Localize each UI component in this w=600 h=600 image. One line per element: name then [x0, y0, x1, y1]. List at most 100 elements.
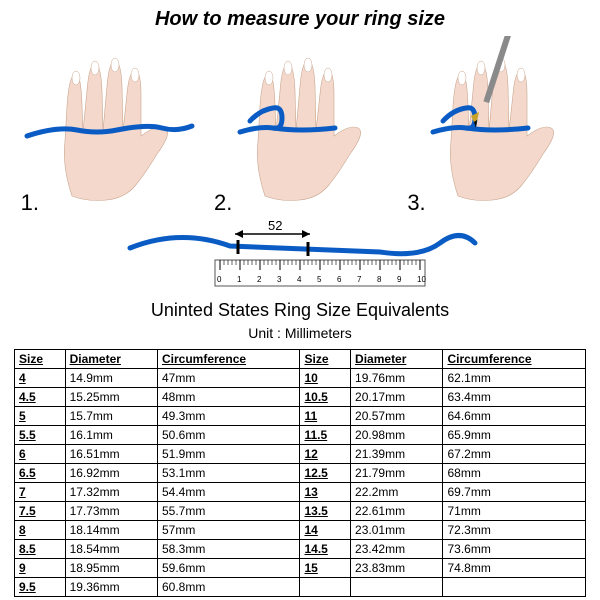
table-header: Size	[15, 350, 66, 369]
svg-text:6: 6	[337, 275, 342, 284]
table-cell: 17.73mm	[65, 502, 157, 521]
table-cell: 55.7mm	[158, 502, 300, 521]
step-number-2: 2.	[214, 190, 232, 216]
table-header: Circumference	[158, 350, 300, 369]
table-cell: 6.5	[15, 464, 66, 483]
page-title: How to measure your ring size	[0, 0, 600, 31]
ruler-section: 52 0 1 2 3 4 5 6 7 8 9 10	[0, 218, 600, 296]
table-cell: 23.83mm	[351, 559, 443, 578]
svg-text:9: 9	[397, 275, 402, 284]
svg-text:8: 8	[377, 275, 382, 284]
subtitle: Uninted States Ring Size Equivalents	[0, 300, 600, 321]
table-cell: 16.1mm	[65, 426, 157, 445]
table-cell: 69.7mm	[443, 483, 586, 502]
table-cell: 63.4mm	[443, 388, 586, 407]
table-cell: 18.14mm	[65, 521, 157, 540]
table-row: 9.519.36mm60.8mm	[15, 578, 586, 597]
table-cell: 67.2mm	[443, 445, 586, 464]
table-cell	[351, 578, 443, 597]
table-cell: 9.5	[15, 578, 66, 597]
table-cell: 20.17mm	[351, 388, 443, 407]
table-cell: 4.5	[15, 388, 66, 407]
table-cell: 12	[300, 445, 351, 464]
table-cell	[300, 578, 351, 597]
table-cell: 23.01mm	[351, 521, 443, 540]
table-header: Diameter	[65, 350, 157, 369]
table-cell: 23.42mm	[351, 540, 443, 559]
table-cell: 8	[15, 521, 66, 540]
table-cell: 60.8mm	[158, 578, 300, 597]
table-cell: 7.5	[15, 502, 66, 521]
table-cell: 73.6mm	[443, 540, 586, 559]
table-cell: 48mm	[158, 388, 300, 407]
table-cell: 53.1mm	[158, 464, 300, 483]
table-cell: 21.39mm	[351, 445, 443, 464]
svg-text:3: 3	[277, 275, 282, 284]
table-cell: 64.6mm	[443, 407, 586, 426]
measurement-label: 52	[268, 218, 282, 233]
svg-text:0: 0	[217, 275, 222, 284]
table-cell: 65.9mm	[443, 426, 586, 445]
table-row: 818.14mm57mm1423.01mm72.3mm	[15, 521, 586, 540]
table-cell: 13.5	[300, 502, 351, 521]
svg-text:1: 1	[237, 275, 242, 284]
table-row: 616.51mm51.9mm1221.39mm67.2mm	[15, 445, 586, 464]
table-cell: 15.25mm	[65, 388, 157, 407]
svg-text:4: 4	[297, 275, 302, 284]
table-cell: 19.76mm	[351, 369, 443, 388]
hand-icon	[403, 36, 583, 216]
table-row: 717.32mm54.4mm1322.2mm69.7mm	[15, 483, 586, 502]
table-cell: 21.79mm	[351, 464, 443, 483]
table-cell: 18.54mm	[65, 540, 157, 559]
table-cell	[443, 578, 586, 597]
hand-step-3: 3.	[403, 36, 583, 216]
table-cell: 5	[15, 407, 66, 426]
table-cell: 47mm	[158, 369, 300, 388]
table-cell: 15.7mm	[65, 407, 157, 426]
table-cell: 17.32mm	[65, 483, 157, 502]
table-row: 6.516.92mm53.1mm12.521.79mm68mm	[15, 464, 586, 483]
table-cell: 51.9mm	[158, 445, 300, 464]
table-cell: 9	[15, 559, 66, 578]
svg-text:5: 5	[317, 275, 322, 284]
table-cell: 8.5	[15, 540, 66, 559]
table-row: 515.7mm49.3mm1120.57mm64.6mm	[15, 407, 586, 426]
table-cell: 57mm	[158, 521, 300, 540]
hand-step-1: 1.	[17, 36, 197, 216]
table-cell: 50.6mm	[158, 426, 300, 445]
table-cell: 14.5	[300, 540, 351, 559]
table-cell: 11.5	[300, 426, 351, 445]
svg-text:7: 7	[357, 275, 362, 284]
table-row: 5.516.1mm50.6mm11.520.98mm65.9mm	[15, 426, 586, 445]
table-cell: 49.3mm	[158, 407, 300, 426]
table-row: 7.517.73mm55.7mm13.522.61mm71mm	[15, 502, 586, 521]
table-cell: 59.6mm	[158, 559, 300, 578]
table-header: Circumference	[443, 350, 586, 369]
table-cell: 20.57mm	[351, 407, 443, 426]
table-cell: 11	[300, 407, 351, 426]
step-number-1: 1.	[21, 190, 39, 216]
svg-text:10: 10	[417, 275, 426, 284]
table-cell: 71mm	[443, 502, 586, 521]
hand-step-2: 2.	[210, 36, 390, 216]
table-cell: 14.9mm	[65, 369, 157, 388]
table-cell: 13	[300, 483, 351, 502]
ruler-icon: 52 0 1 2 3 4 5 6 7 8 9 10	[120, 218, 480, 296]
table-header: Diameter	[351, 350, 443, 369]
step-number-3: 3.	[407, 190, 425, 216]
table-cell: 68mm	[443, 464, 586, 483]
table-cell: 12.5	[300, 464, 351, 483]
table-cell: 16.51mm	[65, 445, 157, 464]
table-cell: 16.92mm	[65, 464, 157, 483]
hand-icon	[17, 36, 197, 216]
table-row: 4.515.25mm48mm10.520.17mm63.4mm	[15, 388, 586, 407]
hand-icon	[210, 36, 390, 216]
table-cell: 22.2mm	[351, 483, 443, 502]
table-cell: 18.95mm	[65, 559, 157, 578]
svg-text:2: 2	[257, 275, 262, 284]
table-cell: 72.3mm	[443, 521, 586, 540]
table-header: Size	[300, 350, 351, 369]
table-cell: 7	[15, 483, 66, 502]
table-cell: 10	[300, 369, 351, 388]
table-cell: 4	[15, 369, 66, 388]
